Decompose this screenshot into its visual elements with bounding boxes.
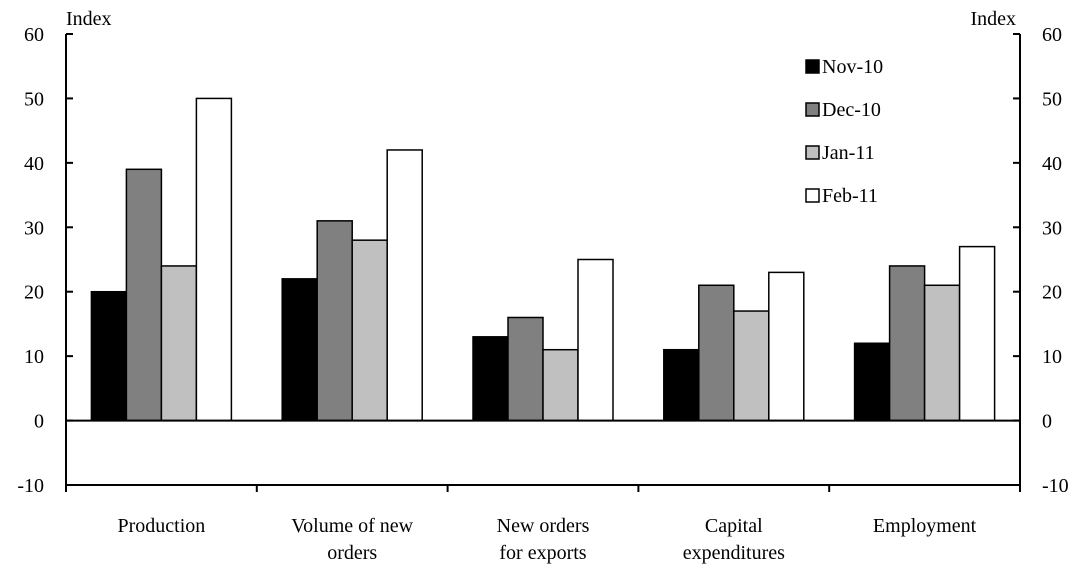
right-tick-label: 60 [1042, 24, 1062, 46]
bar-feb-11-3 [768, 271, 805, 422]
right-tick-label: 20 [1042, 282, 1062, 304]
right-tick-label: -10 [1042, 475, 1069, 497]
bar-feb-11-0 [195, 97, 233, 422]
category-label: orders [327, 542, 377, 564]
bar-feb-11-2 [577, 258, 614, 422]
bar-dec-10-0 [125, 168, 163, 422]
tick-labels-layer: -10 -10 0 0 10 10 20 20 30 30 40 40 50 50 60 60 [17, 24, 1068, 497]
bar-nov-10-3 [663, 348, 700, 422]
bar-dec-10-2 [507, 316, 544, 422]
left-tick-label: 50 [24, 88, 44, 110]
left-axis-unit: Index [66, 8, 112, 30]
left-tick-label: 10 [24, 346, 44, 368]
bar-jan-11-2 [542, 348, 579, 422]
category-label: Employment [873, 515, 977, 537]
bar-jan-11-0 [160, 265, 198, 422]
bar-nov-10-0 [90, 290, 128, 422]
category-label: New orders [497, 515, 590, 537]
right-tick-label: 50 [1042, 88, 1062, 110]
axes-layer [65, 33, 1021, 492]
right-tick-label: 10 [1042, 346, 1062, 368]
bar-jan-11-1 [351, 239, 388, 422]
legend-label-dec-10: Dec-10 [822, 99, 881, 121]
category-label: Volume of new [291, 515, 413, 537]
right-tick-label: 40 [1042, 153, 1062, 175]
bar-feb-11-1 [386, 149, 423, 422]
bar-nov-10-4 [853, 342, 891, 422]
category-label: Capital [705, 515, 763, 537]
bar-feb-11-4 [958, 245, 996, 422]
bar-jan-11-3 [733, 310, 770, 422]
bar-dec-10-1 [316, 220, 353, 422]
bar-nov-10-2 [472, 336, 509, 422]
category-label: expenditures [683, 542, 785, 564]
right-tick-label: 0 [1042, 411, 1052, 433]
legend-swatch-jan-11 [805, 145, 820, 160]
legend-label-jan-11: Jan-11 [822, 142, 875, 164]
right-axis-unit: Index [970, 8, 1016, 30]
right-tick-label: 30 [1042, 217, 1062, 239]
left-tick-label: 40 [24, 153, 44, 175]
category-label: for exports [499, 542, 586, 564]
left-tick-label: 60 [24, 24, 44, 46]
legend-label-nov-10: Nov-10 [822, 56, 883, 78]
left-tick-label: -10 [17, 475, 44, 497]
legend-swatch-nov-10 [805, 59, 820, 74]
legend: Nov-10 Dec-10 Jan-11 Feb-11 [805, 56, 883, 207]
bar-dec-10-4 [888, 265, 926, 422]
left-tick-label: 20 [24, 282, 44, 304]
bar-jan-11-4 [923, 284, 961, 422]
bars-layer [90, 97, 996, 422]
category-label: Production [118, 515, 206, 537]
category-labels-layer: Production Volume of new orders New orders f… [118, 515, 977, 564]
left-tick-label: 30 [24, 217, 44, 239]
legend-swatch-feb-11 [805, 188, 820, 203]
left-tick-label: 0 [34, 411, 44, 433]
legend-swatch-dec-10 [805, 102, 820, 117]
legend-label-feb-11: Feb-11 [822, 185, 878, 207]
bar-dec-10-3 [698, 284, 735, 422]
bar-nov-10-1 [281, 278, 318, 422]
